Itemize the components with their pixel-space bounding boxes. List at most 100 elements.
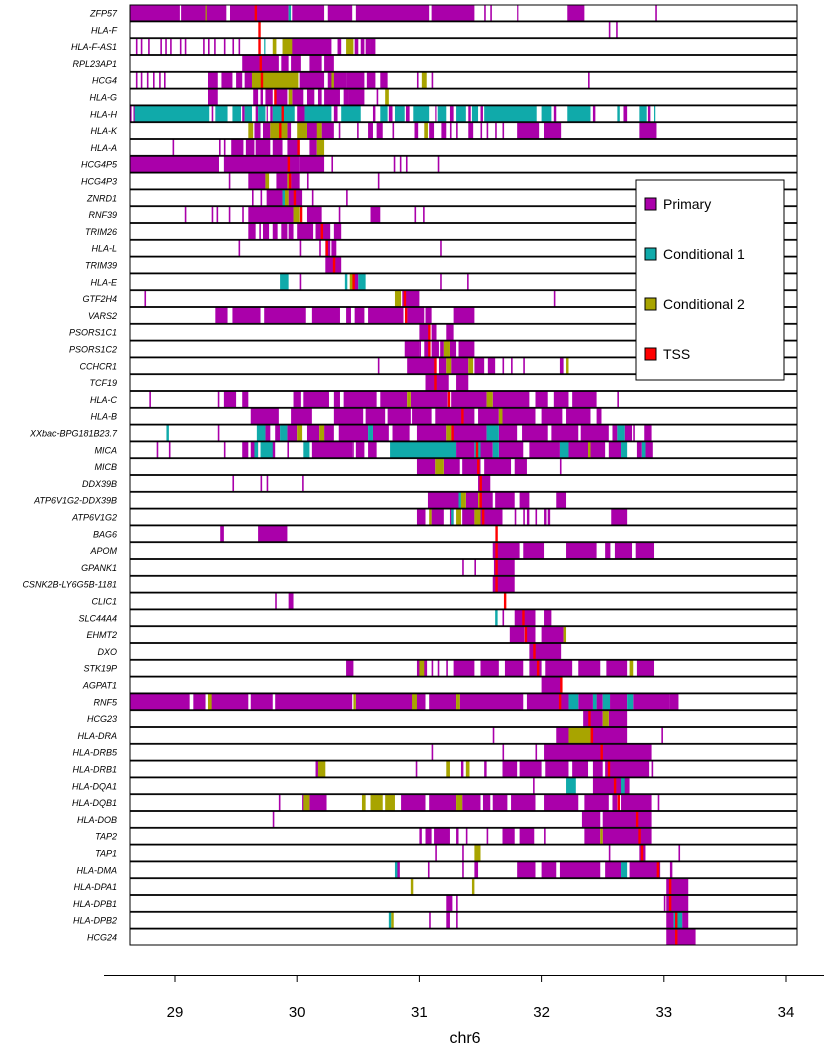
primary-segment bbox=[612, 794, 618, 811]
tss-marker bbox=[297, 139, 300, 156]
legend-swatch-primary bbox=[644, 197, 657, 211]
gene-row-HLA-DRB1: HLA-DRB1 bbox=[72, 760, 798, 778]
primary-segment bbox=[242, 105, 245, 122]
tss-marker bbox=[536, 660, 540, 677]
tss-marker bbox=[320, 223, 324, 240]
primary-segment bbox=[242, 391, 249, 408]
gene-row-HLA-DMA: HLA-DMA bbox=[76, 861, 798, 879]
gene-track-border bbox=[129, 777, 798, 795]
tss-marker bbox=[600, 744, 603, 761]
gene-row-VARS2: VARS2 bbox=[88, 306, 798, 324]
conditional2-segment bbox=[361, 794, 366, 811]
primary-segment bbox=[636, 660, 655, 677]
gene-label: EHMT2 bbox=[86, 630, 117, 640]
primary-segment bbox=[435, 408, 475, 425]
tss-marker bbox=[560, 677, 563, 693]
primary-tick bbox=[238, 38, 241, 55]
gene-track-border bbox=[129, 390, 798, 408]
primary-segment bbox=[402, 290, 420, 307]
gene-label: HLA-DQB1 bbox=[72, 798, 117, 808]
primary-segment bbox=[275, 89, 288, 105]
primary-tick bbox=[393, 156, 396, 173]
primary-segment bbox=[272, 139, 283, 156]
gene-track-background bbox=[130, 324, 797, 341]
primary-tick bbox=[502, 357, 505, 374]
primary-segment bbox=[317, 89, 322, 105]
primary-tick bbox=[140, 38, 143, 55]
gene-row-GPANK1: GPANK1 bbox=[81, 558, 798, 576]
gene-label: HLA-A bbox=[90, 143, 117, 153]
gene-row-HLA-DPA1: HLA-DPA1 bbox=[74, 878, 798, 896]
conditional1-segment bbox=[394, 105, 405, 122]
primary-segment bbox=[262, 122, 271, 139]
primary-tick bbox=[440, 273, 442, 290]
gene-track-border bbox=[129, 172, 798, 190]
gene-label: MICA bbox=[95, 445, 118, 455]
gene-label: HLA-K bbox=[90, 126, 118, 136]
primary-tick bbox=[299, 273, 302, 290]
tss-marker bbox=[332, 257, 336, 273]
conditional1-segment bbox=[134, 105, 210, 122]
primary-segment bbox=[338, 425, 369, 441]
conditional1-segment bbox=[341, 105, 361, 122]
conditional1-segment bbox=[303, 441, 310, 458]
primary-segment bbox=[311, 441, 353, 458]
primary-segment bbox=[474, 861, 479, 878]
primary-segment bbox=[355, 5, 430, 21]
primary-segment bbox=[449, 105, 454, 122]
gene-track-background bbox=[130, 828, 797, 845]
primary-tick bbox=[405, 156, 408, 173]
primary-segment bbox=[248, 206, 294, 223]
tss-marker bbox=[522, 609, 525, 626]
primary-tick bbox=[553, 290, 556, 307]
gene-track-background bbox=[130, 55, 797, 72]
gene-row-HLA-DOB: HLA-DOB bbox=[77, 810, 798, 828]
primary-segment bbox=[365, 38, 371, 55]
primary-tick bbox=[588, 72, 590, 89]
conditional2-segment bbox=[456, 509, 461, 525]
primary-segment bbox=[181, 5, 227, 21]
primary-segment bbox=[207, 72, 218, 89]
conditional2-segment bbox=[600, 828, 603, 845]
gene-row-HLA-F-AS1: HLA-F-AS1 bbox=[71, 38, 798, 56]
tss-marker bbox=[461, 408, 464, 425]
tss-marker bbox=[613, 777, 617, 794]
primary-tick bbox=[149, 391, 151, 408]
primary-segment bbox=[266, 105, 268, 122]
gene-track-background bbox=[130, 290, 797, 307]
primary-segment bbox=[368, 122, 373, 139]
primary-tick bbox=[377, 173, 380, 189]
primary-segment bbox=[245, 139, 255, 156]
gene-track-border bbox=[129, 827, 798, 845]
gene-track-border bbox=[129, 609, 798, 627]
primary-segment bbox=[360, 38, 365, 55]
conditional2-segment bbox=[446, 357, 452, 374]
conditional1-segment bbox=[264, 38, 266, 55]
tss-marker bbox=[617, 794, 620, 811]
gene-label: AGPAT1 bbox=[82, 681, 117, 691]
gene-row-MICB: MICB bbox=[95, 458, 798, 476]
gene-track-border bbox=[129, 105, 798, 123]
primary-segment bbox=[584, 794, 609, 811]
gene-row-APOM: APOM bbox=[89, 542, 798, 560]
tss-marker bbox=[259, 55, 262, 72]
primary-segment bbox=[292, 5, 325, 21]
gene-row-SLC44A4: SLC44A4 bbox=[78, 609, 798, 627]
conditional1-segment bbox=[280, 425, 288, 441]
gene-row-GTF2H4: GTF2H4 bbox=[82, 290, 798, 308]
conditional2-segment bbox=[293, 206, 300, 223]
gene-track-border bbox=[129, 743, 798, 761]
primary-segment bbox=[484, 458, 512, 475]
gene-track-background bbox=[130, 593, 797, 609]
conditional1-segment bbox=[304, 105, 332, 122]
primary-segment bbox=[223, 391, 237, 408]
primary-tick bbox=[266, 475, 269, 492]
primary-segment bbox=[425, 828, 432, 845]
primary-segment bbox=[281, 223, 288, 240]
tss-marker bbox=[260, 72, 264, 89]
gene-track-border bbox=[129, 4, 798, 22]
primary-segment bbox=[254, 122, 261, 139]
conditional1-segment bbox=[413, 105, 430, 122]
conditional2-segment bbox=[498, 408, 503, 425]
tss-marker bbox=[475, 441, 479, 458]
